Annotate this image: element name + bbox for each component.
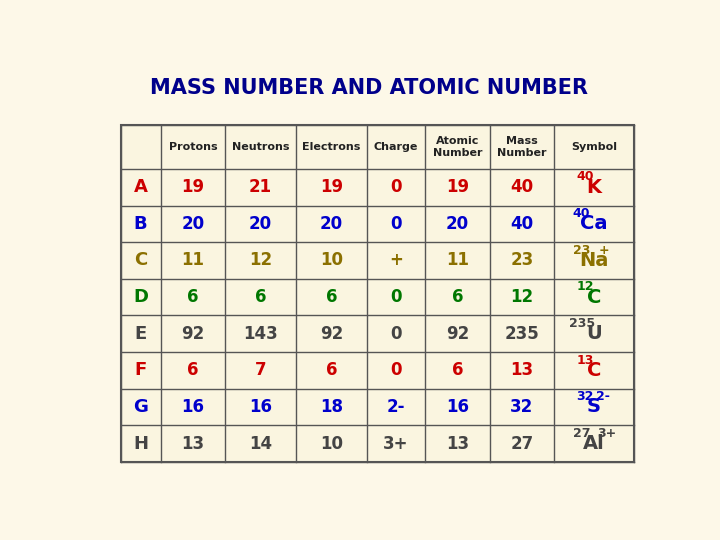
Text: 40: 40	[576, 171, 593, 184]
Text: MASS NUMBER AND ATOMIC NUMBER: MASS NUMBER AND ATOMIC NUMBER	[150, 78, 588, 98]
Text: 12: 12	[510, 288, 534, 306]
Text: 20: 20	[181, 215, 204, 233]
Text: 20: 20	[249, 215, 272, 233]
Text: 10: 10	[320, 252, 343, 269]
Text: 2-: 2-	[596, 390, 611, 403]
Text: C: C	[587, 288, 601, 307]
Bar	[121, 125, 634, 462]
Text: 0: 0	[390, 178, 402, 196]
Text: 0: 0	[390, 361, 402, 379]
Text: +: +	[389, 252, 402, 269]
Text: 13: 13	[446, 435, 469, 453]
Text: Protons: Protons	[168, 142, 217, 152]
Text: 10: 10	[320, 435, 343, 453]
Text: 20: 20	[446, 215, 469, 233]
Text: 18: 18	[320, 398, 343, 416]
Text: D: D	[133, 288, 148, 306]
Text: 6: 6	[187, 361, 199, 379]
Text: 143: 143	[243, 325, 278, 343]
Text: 2-: 2-	[387, 398, 405, 416]
Text: 23: 23	[510, 252, 534, 269]
Text: 11: 11	[181, 252, 204, 269]
Text: Al: Al	[583, 434, 605, 453]
Text: C: C	[134, 252, 148, 269]
Text: 21: 21	[249, 178, 272, 196]
Text: 6: 6	[451, 361, 463, 379]
Text: Electrons: Electrons	[302, 142, 361, 152]
Text: 235: 235	[569, 317, 595, 330]
Text: U: U	[586, 324, 602, 343]
Text: Mass
Number: Mass Number	[497, 136, 546, 158]
Text: 235: 235	[505, 325, 539, 343]
Text: Symbol: Symbol	[571, 142, 617, 152]
Text: 32: 32	[576, 390, 593, 403]
Text: Atomic
Number: Atomic Number	[433, 136, 482, 158]
Text: 12: 12	[576, 280, 593, 293]
Text: 92: 92	[320, 325, 343, 343]
Text: 3+: 3+	[598, 427, 616, 440]
Text: 27: 27	[510, 435, 534, 453]
Text: 19: 19	[446, 178, 469, 196]
Text: K: K	[587, 178, 602, 197]
Text: C: C	[587, 361, 601, 380]
Text: 40: 40	[510, 215, 534, 233]
Text: 40: 40	[510, 178, 534, 196]
Text: F: F	[135, 361, 147, 379]
Text: 13: 13	[576, 354, 593, 367]
Text: 40: 40	[572, 207, 590, 220]
Text: 6: 6	[325, 288, 337, 306]
Text: Charge: Charge	[374, 142, 418, 152]
Text: 19: 19	[320, 178, 343, 196]
Text: 92: 92	[446, 325, 469, 343]
Text: G: G	[133, 398, 148, 416]
Text: S: S	[587, 397, 601, 416]
Text: E: E	[135, 325, 147, 343]
Text: 16: 16	[249, 398, 272, 416]
Text: 23: 23	[572, 244, 590, 256]
Text: 13: 13	[510, 361, 534, 379]
Text: Ca: Ca	[580, 214, 608, 233]
Text: 6: 6	[451, 288, 463, 306]
Text: 6: 6	[255, 288, 266, 306]
Text: H: H	[133, 435, 148, 453]
Text: 0: 0	[390, 288, 402, 306]
Text: B: B	[134, 215, 148, 233]
Text: +: +	[599, 244, 609, 256]
Text: 14: 14	[249, 435, 272, 453]
Text: 0: 0	[390, 215, 402, 233]
Text: 32: 32	[510, 398, 534, 416]
Text: 6: 6	[325, 361, 337, 379]
Text: 19: 19	[181, 178, 204, 196]
Text: 0: 0	[390, 325, 402, 343]
Text: 3+: 3+	[383, 435, 408, 453]
Text: 16: 16	[181, 398, 204, 416]
Text: 27: 27	[572, 427, 590, 440]
Text: 20: 20	[320, 215, 343, 233]
Text: 16: 16	[446, 398, 469, 416]
Text: 7: 7	[255, 361, 266, 379]
Text: 11: 11	[446, 252, 469, 269]
Text: Na: Na	[580, 251, 609, 270]
Text: 12: 12	[249, 252, 272, 269]
Text: Neutrons: Neutrons	[232, 142, 289, 152]
Text: A: A	[134, 178, 148, 196]
Text: 92: 92	[181, 325, 204, 343]
Text: 6: 6	[187, 288, 199, 306]
Text: 13: 13	[181, 435, 204, 453]
